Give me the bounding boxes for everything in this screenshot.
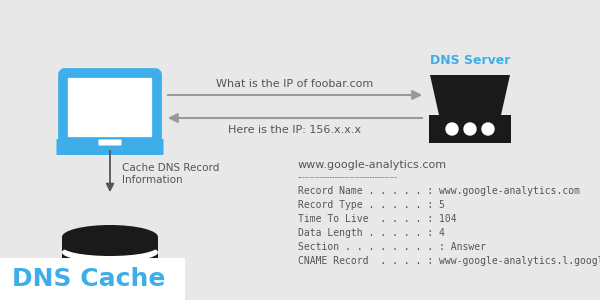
Text: Here is the IP: 156.x.x.x: Here is the IP: 156.x.x.x bbox=[229, 125, 362, 135]
FancyBboxPatch shape bbox=[56, 139, 163, 155]
Polygon shape bbox=[430, 75, 510, 115]
Text: Cache DNS Record: Cache DNS Record bbox=[122, 163, 220, 173]
Polygon shape bbox=[62, 237, 158, 265]
Circle shape bbox=[446, 123, 458, 135]
FancyBboxPatch shape bbox=[0, 258, 185, 300]
Text: ----------------------------------------: ---------------------------------------- bbox=[298, 174, 398, 180]
Text: What is the IP of foobar.com: What is the IP of foobar.com bbox=[217, 79, 374, 89]
Text: Information: Information bbox=[122, 175, 182, 185]
Text: Section . . . . . . . . : Answer: Section . . . . . . . . : Answer bbox=[298, 242, 486, 252]
Ellipse shape bbox=[62, 243, 158, 262]
Text: CNAME Record  . . . . : www-google-analytics.l.google.com: CNAME Record . . . . : www-google-analyt… bbox=[298, 256, 600, 266]
Text: Time To Live  . . . . : 104: Time To Live . . . . : 104 bbox=[298, 214, 457, 224]
Text: Record Name . . . . . : www.google-analytics.com: Record Name . . . . . : www.google-analy… bbox=[298, 186, 580, 196]
Ellipse shape bbox=[62, 253, 158, 277]
FancyBboxPatch shape bbox=[63, 73, 157, 142]
FancyBboxPatch shape bbox=[98, 140, 121, 146]
Ellipse shape bbox=[62, 237, 158, 256]
Text: Record Type . . . . . : 5: Record Type . . . . . : 5 bbox=[298, 200, 445, 210]
Polygon shape bbox=[429, 115, 511, 143]
Text: www.google-analytics.com: www.google-analytics.com bbox=[298, 160, 447, 170]
Text: OS Cache: OS Cache bbox=[80, 283, 139, 293]
Circle shape bbox=[482, 123, 494, 135]
Text: Data Length . . . . . : 4: Data Length . . . . . : 4 bbox=[298, 228, 445, 238]
Circle shape bbox=[464, 123, 476, 135]
Text: DNS Server: DNS Server bbox=[430, 54, 510, 67]
Text: DNS Cache: DNS Cache bbox=[12, 267, 166, 291]
Ellipse shape bbox=[62, 225, 158, 249]
